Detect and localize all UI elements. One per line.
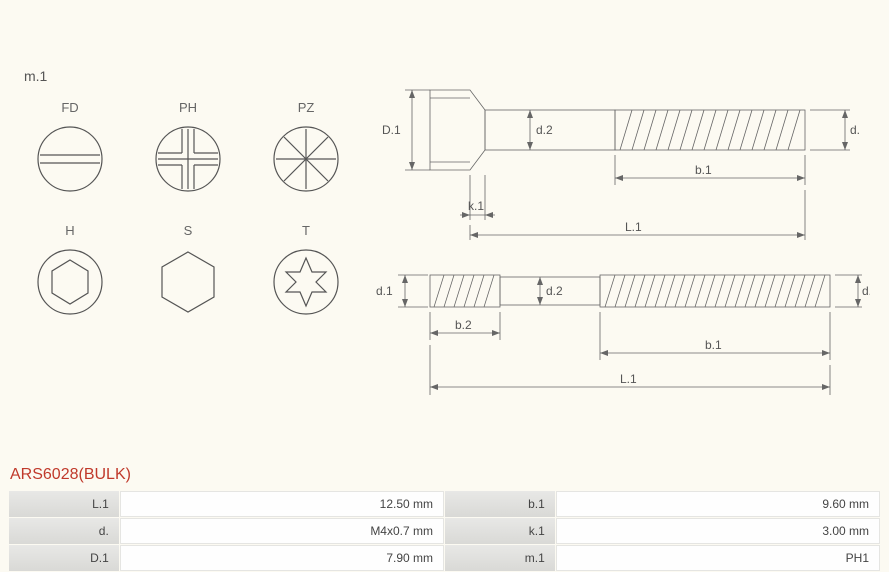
drive-s-label: S <box>184 223 193 238</box>
countersunk-screw-diagram: D.1 d.2 d. b.1 k.1 L.1 <box>370 60 870 250</box>
stud-diagram: d.1 d.2 d. b.2 b.1 L.1 <box>370 255 870 415</box>
drive-ph-label: PH <box>179 100 197 115</box>
spec-val: PH1 <box>556 545 880 571</box>
spec-table: L.1 12.50 mm b.1 9.60 mm d. M4x0.7 mm k.… <box>8 490 881 572</box>
table-row: L.1 12.50 mm b.1 9.60 mm <box>9 491 880 517</box>
drive-fd: FD <box>30 100 110 195</box>
dim-D1: D.1 <box>382 123 401 137</box>
technical-drawings: D.1 d.2 d. b.1 k.1 L.1 <box>370 60 870 420</box>
spec-key: d. <box>9 518 119 544</box>
drive-t-label: T <box>302 223 310 238</box>
drive-pz-label: PZ <box>298 100 315 115</box>
dim-b2: b.2 <box>455 318 472 332</box>
table-row: D.1 7.90 mm m.1 PH1 <box>9 545 880 571</box>
dim-d-lower: d. <box>862 284 870 298</box>
pozidriv-icon <box>270 123 342 195</box>
drive-t: T <box>266 223 346 318</box>
spec-val: 12.50 mm <box>120 491 444 517</box>
dim-d2-upper: d.2 <box>536 123 553 137</box>
drive-types-panel: FD PH PZ <box>30 100 350 346</box>
torx-icon <box>270 246 342 318</box>
dim-d1-lower: d.1 <box>376 284 393 298</box>
diagram-section-label: m.1 <box>24 68 47 84</box>
drive-h: H <box>30 223 110 318</box>
spec-key: m.1 <box>445 545 555 571</box>
spec-val: 9.60 mm <box>556 491 880 517</box>
slotted-icon <box>34 123 106 195</box>
spec-val: 7.90 mm <box>120 545 444 571</box>
dim-d-upper: d. <box>850 123 860 137</box>
spec-key: D.1 <box>9 545 119 571</box>
drive-pz: PZ <box>266 100 346 195</box>
spec-key: k.1 <box>445 518 555 544</box>
dim-L1-lower: L.1 <box>620 372 637 386</box>
spec-val: 3.00 mm <box>556 518 880 544</box>
dim-b1-upper: b.1 <box>695 163 712 177</box>
drive-ph: PH <box>148 100 228 195</box>
dim-d2-lower: d.2 <box>546 284 563 298</box>
dim-k1: k.1 <box>468 199 484 213</box>
phillips-icon <box>152 123 224 195</box>
part-number-title: ARS6028(BULK) <box>10 466 131 484</box>
table-row: d. M4x0.7 mm k.1 3.00 mm <box>9 518 880 544</box>
spec-key: b.1 <box>445 491 555 517</box>
dim-b1-lower: b.1 <box>705 338 722 352</box>
hex-head-icon <box>152 246 224 318</box>
dim-L1-upper: L.1 <box>625 220 642 234</box>
drive-h-label: H <box>65 223 74 238</box>
drive-fd-label: FD <box>61 100 78 115</box>
spec-val: M4x0.7 mm <box>120 518 444 544</box>
hex-socket-icon <box>34 246 106 318</box>
drive-s: S <box>148 223 228 318</box>
spec-key: L.1 <box>9 491 119 517</box>
